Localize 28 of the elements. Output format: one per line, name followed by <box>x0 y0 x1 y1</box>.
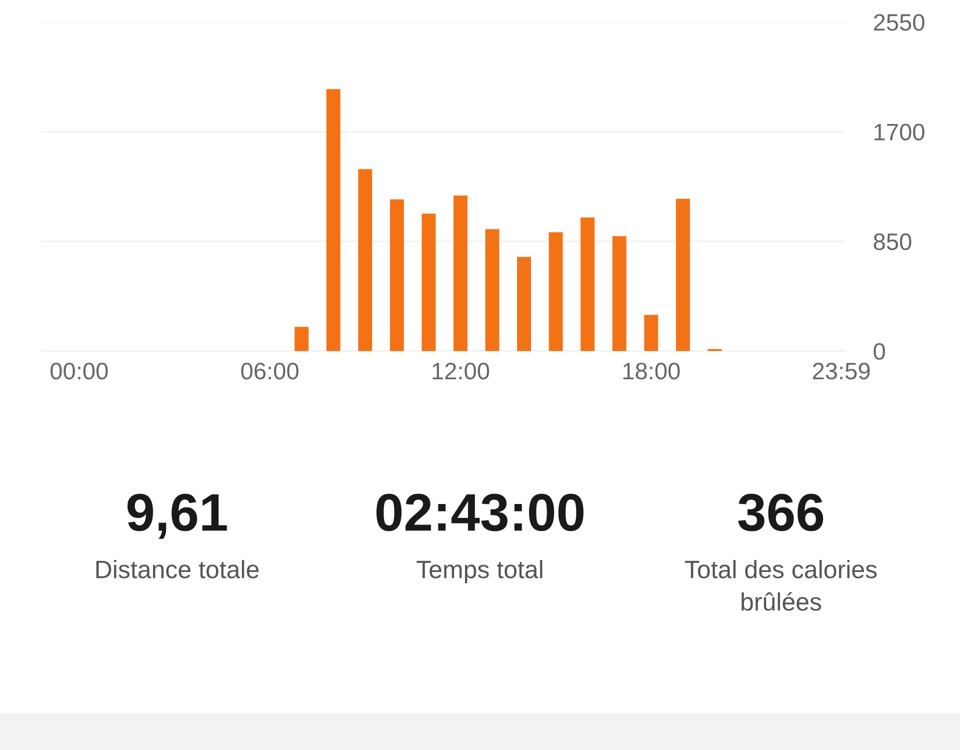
bar <box>612 236 626 351</box>
x-tick-label: 12:00 <box>432 362 490 380</box>
bar <box>644 314 658 351</box>
bar <box>422 214 436 351</box>
y-tick-label: 850 <box>874 233 912 250</box>
text: Total des calories brûlées <box>685 560 877 611</box>
text: 9,61 <box>127 494 227 539</box>
bar <box>294 326 309 351</box>
x-tick-label: 23:59 <box>812 362 870 380</box>
bar <box>390 199 404 351</box>
text: Temps total <box>416 560 542 584</box>
bar <box>548 232 563 351</box>
bar <box>358 169 372 351</box>
y-tick-label: 0 <box>874 343 885 360</box>
bar <box>580 217 595 351</box>
bar <box>676 198 690 351</box>
x-tick-label: 06:00 <box>241 362 298 380</box>
text: Distance totale <box>96 560 259 578</box>
bar <box>326 89 340 351</box>
text: 02:43:00 <box>376 494 584 532</box>
text: 366 <box>738 494 824 532</box>
x-tick-label: 00:00 <box>50 362 108 380</box>
y-tick-label: 2550 <box>874 14 924 31</box>
y-tick-label: 1700 <box>874 124 924 140</box>
bar <box>485 229 500 351</box>
bar <box>453 196 468 351</box>
x-tick-label: 18:00 <box>623 362 680 380</box>
bar <box>517 256 532 351</box>
